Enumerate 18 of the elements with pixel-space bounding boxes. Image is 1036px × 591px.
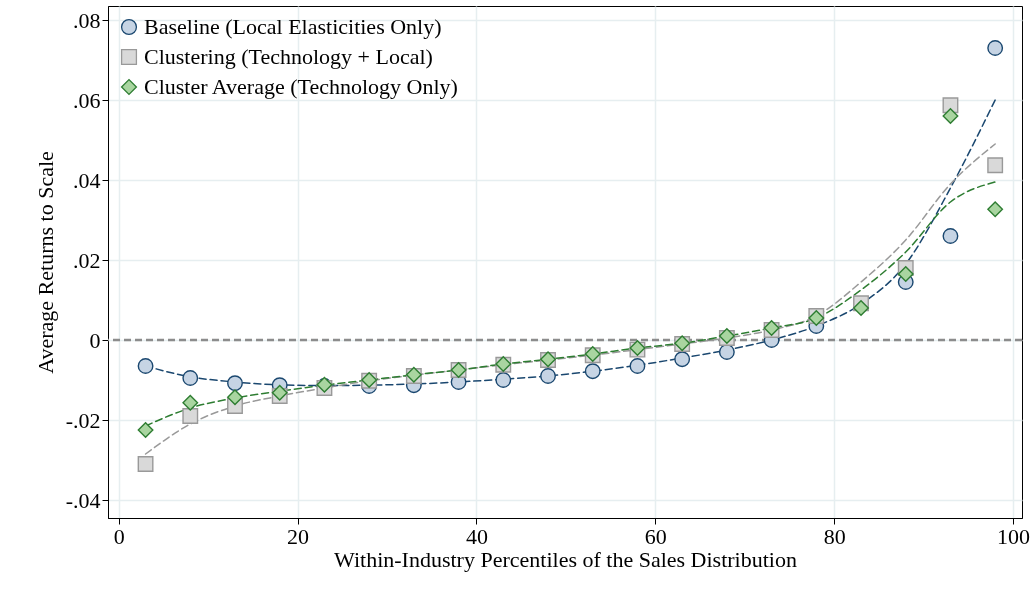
x-tick-label: 0 bbox=[113, 523, 125, 549]
y-tick-label: .04 bbox=[73, 167, 101, 193]
x-axis-title: Within-Industry Percentiles of the Sales Distribution bbox=[334, 546, 797, 572]
x-tick-label: 40 bbox=[465, 523, 488, 549]
y-tick-label: 0 bbox=[89, 327, 101, 353]
x-tick-label: 20 bbox=[287, 523, 310, 549]
y-tick-label: .08 bbox=[73, 7, 101, 33]
legend-label: Baseline (Local Elasticities Only) bbox=[144, 14, 442, 39]
y-tick-label: .02 bbox=[73, 247, 101, 273]
legend-label: Cluster Average (Technology Only) bbox=[144, 74, 458, 99]
x-tick-label: 80 bbox=[823, 523, 846, 549]
legend-label: Clustering (Technology + Local) bbox=[144, 44, 433, 69]
y-tick-label: .06 bbox=[73, 87, 101, 113]
y-axis-title: Average Returns to Scale bbox=[32, 151, 58, 374]
x-tick-label: 60 bbox=[644, 523, 667, 549]
y-tick-label: -.02 bbox=[65, 407, 101, 433]
y-tick-label: -.04 bbox=[65, 487, 101, 513]
x-tick-label: 100 bbox=[997, 523, 1031, 549]
